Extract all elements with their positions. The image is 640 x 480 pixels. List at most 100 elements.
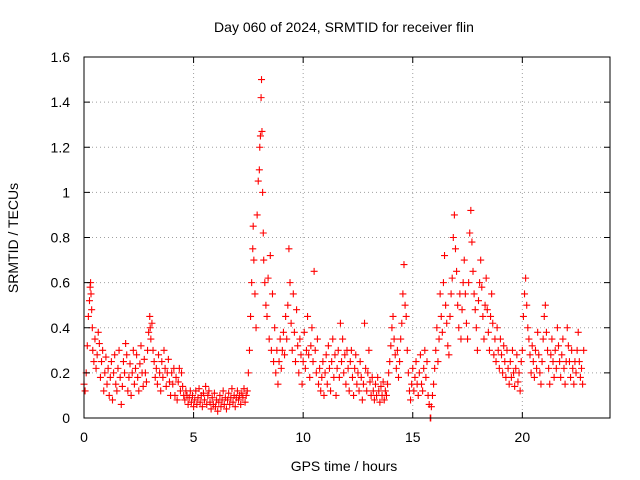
data-point: [547, 351, 555, 359]
data-point: [557, 373, 565, 381]
data-point: [489, 319, 497, 327]
data-point: [412, 358, 420, 366]
data-point: [430, 380, 438, 388]
data-point: [126, 360, 134, 368]
data-point: [251, 290, 259, 298]
data-point: [529, 358, 537, 366]
data-point: [377, 382, 385, 390]
data-point: [345, 387, 353, 395]
y-tick-label: 1.6: [51, 49, 71, 65]
data-point: [553, 324, 561, 332]
data-point: [387, 342, 395, 350]
data-point: [298, 380, 306, 388]
data-point: [214, 407, 222, 415]
data-points: [80, 76, 588, 422]
data-point: [477, 256, 485, 264]
data-point: [484, 328, 492, 336]
data-point: [199, 389, 207, 397]
data-point: [106, 373, 114, 381]
data-point: [444, 342, 452, 350]
x-tick-label: 20: [515, 429, 531, 445]
data-point: [265, 335, 273, 343]
data-point: [83, 342, 91, 350]
data-point: [371, 380, 379, 388]
data-point: [205, 387, 213, 395]
data-point: [488, 290, 496, 298]
data-point: [471, 306, 479, 314]
data-point: [494, 346, 502, 354]
data-point: [548, 335, 556, 343]
data-point: [455, 324, 463, 332]
data-point: [551, 346, 559, 354]
data-point: [427, 403, 435, 411]
data-point: [504, 364, 512, 372]
data-point: [237, 400, 245, 408]
data-point: [421, 346, 429, 354]
y-tick-label: 0.2: [51, 365, 71, 381]
data-point: [409, 364, 417, 372]
data-point: [283, 335, 291, 343]
data-point: [263, 312, 271, 320]
data-point: [85, 297, 93, 305]
data-point: [522, 274, 530, 282]
data-point: [300, 328, 308, 336]
data-point: [229, 398, 237, 406]
data-point: [87, 290, 95, 298]
data-point: [487, 312, 495, 320]
y-tick-label: 0.4: [51, 320, 71, 336]
data-point: [93, 351, 101, 359]
data-point: [495, 364, 503, 372]
data-point: [146, 312, 154, 320]
data-point: [296, 335, 304, 343]
data-point: [271, 324, 279, 332]
data-point: [290, 328, 298, 336]
data-point: [354, 369, 362, 377]
data-point: [402, 312, 410, 320]
data-point: [136, 360, 144, 368]
data-point: [207, 405, 215, 413]
data-point: [319, 358, 327, 366]
data-point: [499, 369, 507, 377]
data-point: [422, 373, 430, 381]
data-point: [235, 396, 243, 404]
data-point: [117, 400, 125, 408]
data-point: [564, 342, 572, 350]
data-point: [325, 364, 333, 372]
data-point: [324, 342, 332, 350]
data-point: [152, 364, 160, 372]
data-point: [160, 346, 168, 354]
data-point: [308, 324, 316, 332]
data-point: [460, 256, 468, 264]
data-point: [478, 283, 486, 291]
data-point: [219, 387, 227, 395]
y-tick-label: 0.8: [51, 230, 71, 246]
y-tick-label: 0: [62, 410, 70, 426]
data-point: [243, 387, 251, 395]
data-point: [552, 364, 560, 372]
data-point: [535, 351, 543, 359]
x-tick-labels: 0 5 10 15 20: [80, 429, 530, 445]
data-point: [262, 301, 270, 309]
x-tick-label: 0: [80, 429, 88, 445]
data-point: [101, 369, 109, 377]
data-point: [545, 364, 553, 372]
data-point: [119, 358, 127, 366]
data-point: [302, 346, 310, 354]
data-point: [531, 346, 539, 354]
data-point: [396, 358, 404, 366]
data-point: [390, 335, 398, 343]
data-point: [366, 378, 374, 386]
data-point: [528, 342, 536, 350]
data-point: [434, 358, 442, 366]
data-point: [416, 351, 424, 359]
data-point: [527, 369, 535, 377]
data-point: [498, 351, 506, 359]
data-point: [129, 346, 137, 354]
data-point: [91, 335, 99, 343]
data-point: [447, 290, 455, 298]
data-point: [105, 391, 113, 399]
data-point: [433, 324, 441, 332]
data-point: [379, 378, 387, 386]
data-point: [147, 335, 155, 343]
